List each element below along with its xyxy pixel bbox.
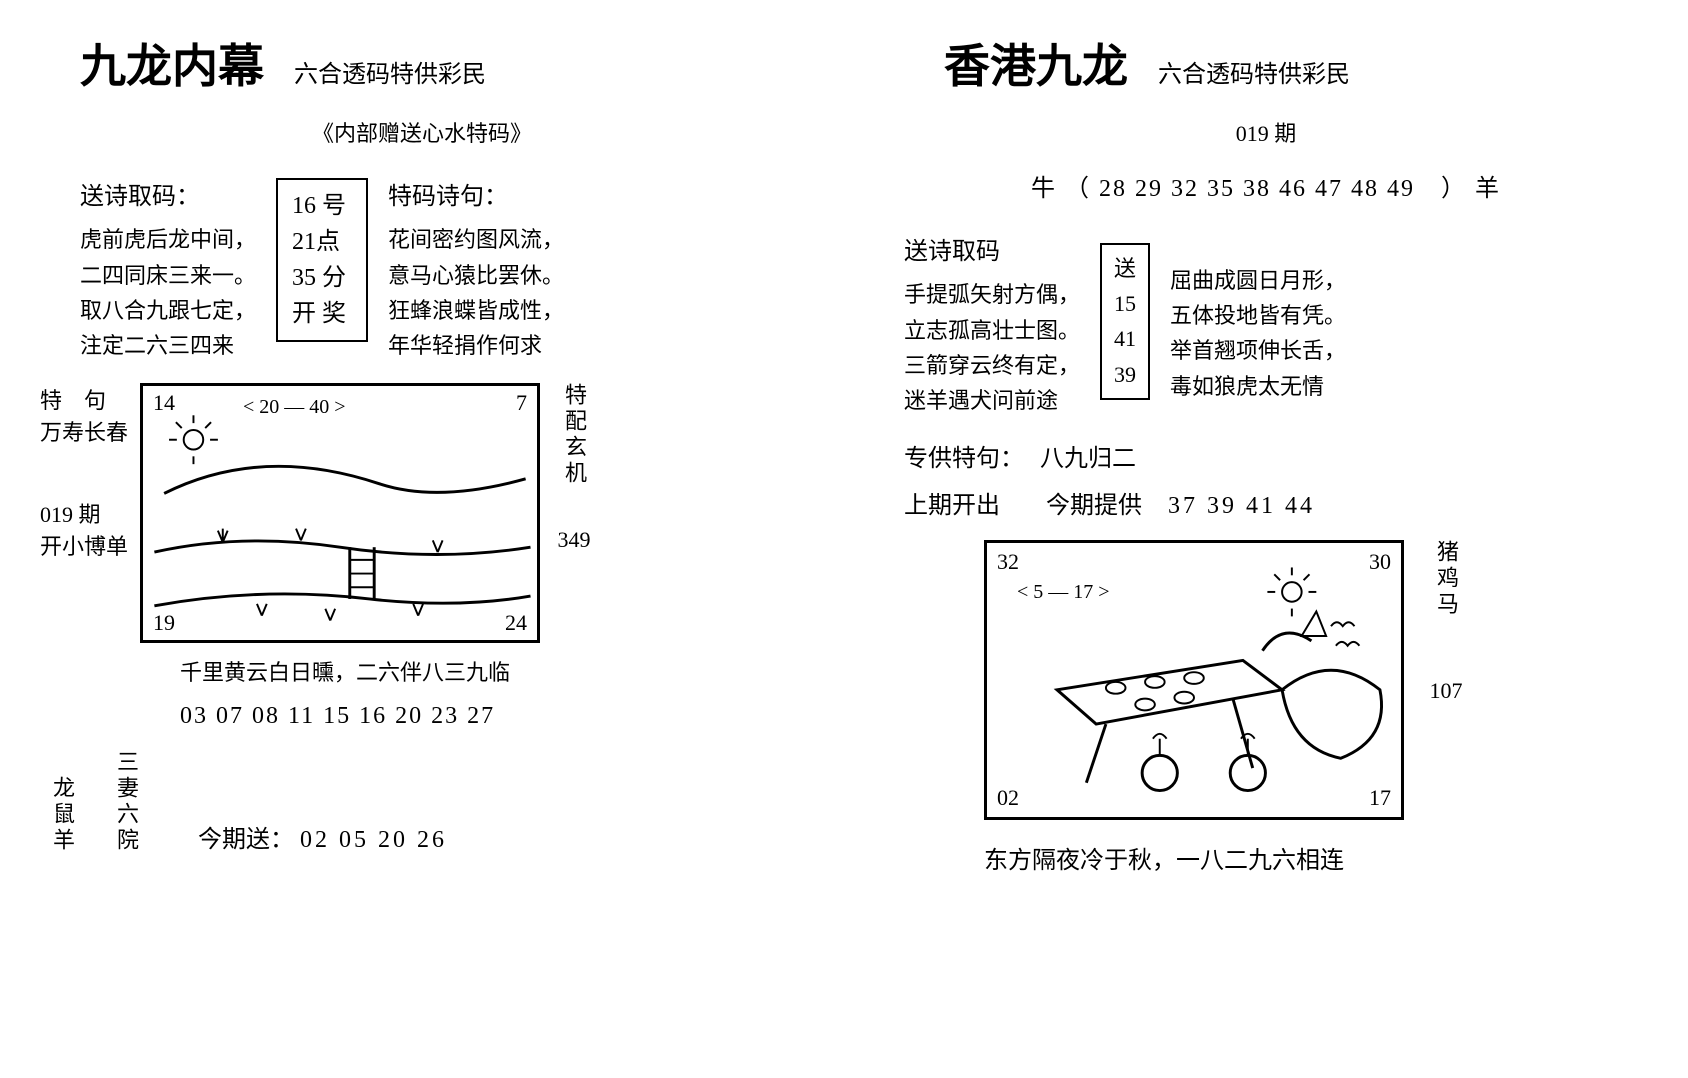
curr-nums: 37 39 41 44 (1168, 493, 1315, 519)
right-poem1: 送诗取码 手提弧矢射方偶， 立志孤高壮士图。 三箭穿云终有定， 迷羊遇犬问前途 (904, 233, 1080, 418)
sbox-head: 送 (1114, 251, 1136, 286)
left-vtext-block: 特 句万寿长春 019 期开小博单 (40, 383, 128, 561)
zodiac-line: 牛 （ 28 29 32 35 38 46 47 48 49 ） 羊 (884, 168, 1648, 203)
right-caption: 东方隔夜冷于秋，一八二九六相连 (984, 840, 1648, 875)
poem1-l3: 取八合九跟七定， (80, 293, 256, 328)
right-subtitle: 六合透码特供彩民 (1158, 54, 1350, 89)
special-text: 八九归二 (1040, 446, 1136, 472)
left-poem2: 特码诗句： 花间密约图风流， 意马心猿比罢休。 狂蜂浪蝶皆成性， 年华轻捐作何求 (388, 178, 564, 363)
draw-bl: 19 (153, 610, 175, 636)
poem2-head: 特码诗句： (388, 178, 564, 216)
right-title-row: 香港九龙 六合透码特供彩民 (944, 30, 1648, 96)
right-side-num: 107 (1430, 678, 1463, 704)
vleft-3b: 019 期开小博单 (40, 497, 128, 561)
rdraw-range: < 5 — 17 > (1017, 581, 1110, 604)
vleft-3-t: 019 期 (40, 502, 101, 527)
landscape-sketch-icon (143, 386, 537, 640)
poem2-l3: 狂蜂浪蝶皆成性， (388, 293, 564, 328)
zodiac-left: 牛 (1031, 176, 1057, 202)
left-vright: 特配玄机 (552, 383, 596, 487)
rdraw-tr: 30 (1369, 549, 1391, 575)
poem1-l1: 虎前虎后龙中间， (80, 222, 256, 257)
sbox-n1: 15 (1114, 286, 1136, 321)
send-label: 今期送： (198, 827, 294, 853)
sbox-n3: 39 (1114, 357, 1136, 392)
draw-range: < 20 — 40 > (243, 396, 346, 419)
draw-tl: 14 (153, 390, 175, 416)
rpoem1-l3: 三箭穿云终有定， (904, 348, 1080, 383)
right-poem2: 屈曲成圆日月形， 五体投地皆有凭。 举首翘项伸长舌， 毒如狼虎太无情 (1170, 263, 1346, 404)
left-right-of-draw: 特配玄机 349 (552, 383, 596, 553)
left-drawing-row: 特 句万寿长春 019 期开小博单 14 7 19 24 < 20 — 40 > (40, 383, 804, 643)
vleft-1-t: 特 句 (40, 388, 106, 413)
page-root: 九龙内幕 六合透码特供彩民 《内部赠送心水特码》 送诗取码： 虎前虎后龙中间， … (0, 0, 1688, 1078)
rpoem1-l2: 立志孤高壮士图。 (904, 313, 1080, 348)
right-issue: 019 期 (884, 116, 1648, 148)
left-panel: 九龙内幕 六合透码特供彩民 《内部赠送心水特码》 送诗取码： 虎前虎后龙中间， … (0, 0, 844, 1078)
right-vright: 猪鸡马 (1424, 540, 1468, 618)
left-drawing: 14 7 19 24 < 20 — 40 > (140, 383, 540, 643)
special-line: 专供特句： 八九归二 (904, 438, 1648, 473)
zodiac-right: 羊 (1475, 176, 1501, 202)
left-row1: 送诗取码： 虎前虎后龙中间， 二四同床三来一。 取八合九跟七定， 注定二六三四来… (80, 178, 804, 363)
left-title: 九龙内幕 (80, 30, 264, 96)
box-l1: 16 号 (292, 188, 352, 224)
left-sub2: 《内部赠送心水特码》 (40, 116, 804, 148)
right-of-rdraw: 猪鸡马 107 (1424, 540, 1468, 704)
left-numline: 03 07 08 11 15 16 20 23 27 (180, 703, 804, 730)
box-l2: 21点 (292, 224, 352, 260)
rpoem2-l2: 五体投地皆有凭。 (1170, 298, 1346, 333)
send-line: 今期送： 02 05 20 26 (198, 819, 447, 854)
rpoem1-l4: 迷羊遇犬问前途 (904, 383, 1080, 418)
vleft-1: 特 句万寿长春 (40, 383, 128, 447)
vleft-2-t: 万寿长春 (40, 420, 128, 445)
rpoem2-l1: 屈曲成圆日月形， (1170, 263, 1346, 298)
left-bottom: 龙鼠羊 三妻六院 今期送： 02 05 20 26 (40, 750, 804, 854)
left-caption: 千里黄云白日曛，二六伴八三九临 (180, 655, 804, 687)
poem1-l4: 注定二六三四来 (80, 328, 256, 363)
prev-label: 上期开出 (904, 493, 1000, 519)
right-title: 香港九龙 (944, 30, 1128, 96)
right-send-box: 送 15 41 39 (1100, 243, 1150, 400)
left-title-row: 九龙内幕 六合透码特供彩民 (80, 30, 804, 96)
left-poem1: 送诗取码： 虎前虎后龙中间， 二四同床三来一。 取八合九跟七定， 注定二六三四来 (80, 178, 256, 363)
draw-br: 24 (505, 610, 527, 636)
zodiac-nums: （ 28 29 32 35 38 46 47 48 49 ） (1065, 176, 1467, 202)
rdraw-br: 17 (1369, 785, 1391, 811)
left-subtitle: 六合透码特供彩民 (294, 54, 486, 89)
sbox-n2: 41 (1114, 321, 1136, 356)
special-label: 专供特句： (904, 446, 1024, 472)
rdraw-tl: 32 (997, 549, 1019, 575)
rpoem1-l1: 手提弧矢射方偶， (904, 277, 1080, 312)
vleft-4-t: 开小博单 (40, 534, 128, 559)
poem2-l4: 年华轻捐作何求 (388, 328, 564, 363)
right-panel: 香港九龙 六合透码特供彩民 019 期 牛 （ 28 29 32 35 38 4… (844, 0, 1688, 1078)
right-draw-row: 32 30 02 17 < 5 — 17 > (984, 540, 1648, 820)
rpoem1-head: 送诗取码 (904, 233, 1080, 271)
draw-tr: 7 (516, 390, 527, 416)
poem2-l2: 意马心猿比罢休。 (388, 258, 564, 293)
curr-label: 今期提供 (1046, 493, 1142, 519)
bl-v1: 龙鼠羊 (40, 776, 84, 854)
rpoem2-l4: 毒如狼虎太无情 (1170, 369, 1346, 404)
left-side-num: 349 (558, 527, 591, 553)
right-mid: 送诗取码 手提弧矢射方偶， 立志孤高壮士图。 三箭穿云终有定， 迷羊遇犬问前途 … (904, 233, 1648, 418)
rpoem2-l3: 举首翘项伸长舌， (1170, 333, 1346, 368)
send-nums: 02 05 20 26 (300, 827, 447, 853)
rdraw-bl: 02 (997, 785, 1019, 811)
bl-v2: 三妻六院 (104, 750, 148, 854)
left-num-box: 16 号 21点 35 分 开奖 (276, 178, 368, 342)
box-l3: 35 分 (292, 260, 352, 296)
poem1-l2: 二四同床三来一。 (80, 258, 256, 293)
right-drawing: 32 30 02 17 < 5 — 17 > (984, 540, 1404, 820)
box-l4: 开奖 (292, 296, 352, 332)
poem1-head: 送诗取码： (80, 178, 256, 216)
poem2-l1: 花间密约图风流， (388, 222, 564, 257)
prev-curr-line: 上期开出 今期提供 37 39 41 44 (904, 485, 1648, 520)
